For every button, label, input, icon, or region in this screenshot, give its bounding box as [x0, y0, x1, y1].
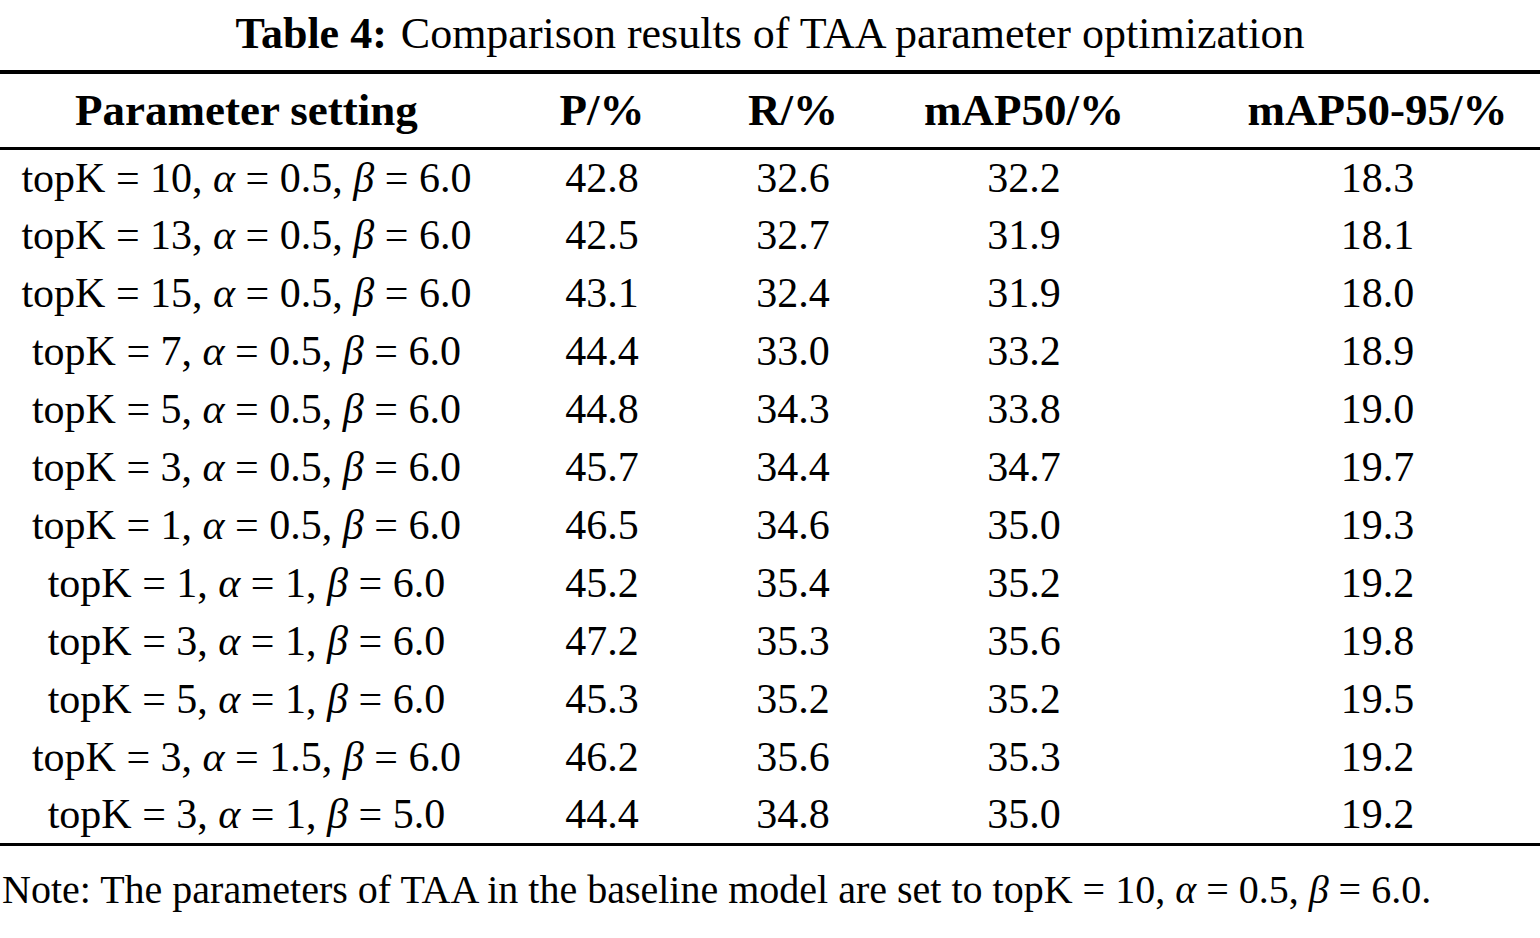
- map50-value-cell: 35.2: [893, 554, 1155, 612]
- p-value-cell: 42.5: [493, 206, 693, 264]
- r-value-cell: 33.0: [693, 322, 893, 380]
- map50-95-value-cell: 18.3: [1155, 148, 1540, 206]
- r-value-cell: 34.4: [693, 438, 893, 496]
- map50-95-value-cell: 19.8: [1155, 612, 1540, 670]
- table-row: topK = 15, α = 0.5, β = 6.0 43.1 32.4 31…: [0, 264, 1540, 322]
- p-value-cell: 44.8: [493, 380, 693, 438]
- table-caption-text: Comparison results of TAA parameter opti…: [401, 9, 1305, 58]
- table-row: topK = 3, α = 1, β = 6.0 47.2 35.3 35.6 …: [0, 612, 1540, 670]
- map50-value-cell: 31.9: [893, 264, 1155, 322]
- map50-95-value-cell: 18.9: [1155, 322, 1540, 380]
- p-value-cell: 45.2: [493, 554, 693, 612]
- table-header-row: Parameter setting P/% R/% mAP50/% mAP50-…: [0, 72, 1540, 148]
- column-header-r: R/%: [693, 72, 893, 148]
- parameter-setting-cell: topK = 3, α = 0.5, β = 6.0: [0, 438, 493, 496]
- map50-95-value-cell: 19.2: [1155, 554, 1540, 612]
- column-header-parameter-setting: Parameter setting: [0, 72, 493, 148]
- table-row: topK = 1, α = 1, β = 6.0 45.2 35.4 35.2 …: [0, 554, 1540, 612]
- table-row: topK = 7, α = 0.5, β = 6.0 44.4 33.0 33.…: [0, 322, 1540, 380]
- map50-95-value-cell: 18.1: [1155, 206, 1540, 264]
- table-row: topK = 10, α = 0.5, β = 6.0 42.8 32.6 32…: [0, 148, 1540, 206]
- table-row: topK = 3, α = 1, β = 5.0 44.4 34.8 35.0 …: [0, 786, 1540, 844]
- table-row: topK = 3, α = 1.5, β = 6.0 46.2 35.6 35.…: [0, 728, 1540, 786]
- table-header: Parameter setting P/% R/% mAP50/% mAP50-…: [0, 72, 1540, 148]
- r-value-cell: 32.6: [693, 148, 893, 206]
- map50-value-cell: 35.6: [893, 612, 1155, 670]
- map50-95-value-cell: 19.3: [1155, 496, 1540, 554]
- map50-95-value-cell: 19.2: [1155, 728, 1540, 786]
- r-value-cell: 32.4: [693, 264, 893, 322]
- p-value-cell: 42.8: [493, 148, 693, 206]
- r-value-cell: 34.3: [693, 380, 893, 438]
- table-body: topK = 10, α = 0.5, β = 6.0 42.8 32.6 32…: [0, 148, 1540, 844]
- parameter-setting-cell: topK = 15, α = 0.5, β = 6.0: [0, 264, 493, 322]
- map50-value-cell: 35.0: [893, 496, 1155, 554]
- r-value-cell: 35.6: [693, 728, 893, 786]
- parameter-setting-cell: topK = 1, α = 0.5, β = 6.0: [0, 496, 493, 554]
- table-row: topK = 3, α = 0.5, β = 6.0 45.7 34.4 34.…: [0, 438, 1540, 496]
- parameter-setting-cell: topK = 10, α = 0.5, β = 6.0: [0, 148, 493, 206]
- r-value-cell: 35.3: [693, 612, 893, 670]
- parameter-setting-cell: topK = 3, α = 1, β = 6.0: [0, 612, 493, 670]
- r-value-cell: 35.2: [693, 670, 893, 728]
- r-value-cell: 34.8: [693, 786, 893, 844]
- p-value-cell: 46.2: [493, 728, 693, 786]
- parameter-setting-cell: topK = 5, α = 0.5, β = 6.0: [0, 380, 493, 438]
- column-header-map50-95: mAP50-95/%: [1155, 72, 1540, 148]
- p-value-cell: 46.5: [493, 496, 693, 554]
- map50-95-value-cell: 19.5: [1155, 670, 1540, 728]
- r-value-cell: 32.7: [693, 206, 893, 264]
- map50-95-value-cell: 19.7: [1155, 438, 1540, 496]
- parameter-setting-cell: topK = 3, α = 1.5, β = 6.0: [0, 728, 493, 786]
- parameter-setting-cell: topK = 1, α = 1, β = 6.0: [0, 554, 493, 612]
- table-row: topK = 5, α = 0.5, β = 6.0 44.8 34.3 33.…: [0, 380, 1540, 438]
- column-header-map50: mAP50/%: [893, 72, 1155, 148]
- map50-value-cell: 34.7: [893, 438, 1155, 496]
- map50-value-cell: 35.2: [893, 670, 1155, 728]
- table-row: topK = 13, α = 0.5, β = 6.0 42.5 32.7 31…: [0, 206, 1540, 264]
- p-value-cell: 45.7: [493, 438, 693, 496]
- r-value-cell: 35.4: [693, 554, 893, 612]
- p-value-cell: 47.2: [493, 612, 693, 670]
- parameter-setting-cell: topK = 5, α = 1, β = 6.0: [0, 670, 493, 728]
- p-value-cell: 44.4: [493, 322, 693, 380]
- table-note: Note: The parameters of TAA in the basel…: [0, 866, 1540, 913]
- table-caption-label: Table 4:: [236, 9, 387, 58]
- map50-95-value-cell: 18.0: [1155, 264, 1540, 322]
- parameter-setting-cell: topK = 13, α = 0.5, β = 6.0: [0, 206, 493, 264]
- p-value-cell: 43.1: [493, 264, 693, 322]
- table-caption: Table 4: Comparison results of TAA parame…: [0, 0, 1540, 70]
- parameter-setting-cell: topK = 7, α = 0.5, β = 6.0: [0, 322, 493, 380]
- table-row: topK = 5, α = 1, β = 6.0 45.3 35.2 35.2 …: [0, 670, 1540, 728]
- results-table: Parameter setting P/% R/% mAP50/% mAP50-…: [0, 70, 1540, 846]
- map50-value-cell: 33.8: [893, 380, 1155, 438]
- r-value-cell: 34.6: [693, 496, 893, 554]
- map50-value-cell: 31.9: [893, 206, 1155, 264]
- p-value-cell: 44.4: [493, 786, 693, 844]
- paper-page: Table 4: Comparison results of TAA parame…: [0, 0, 1540, 938]
- table-row: topK = 1, α = 0.5, β = 6.0 46.5 34.6 35.…: [0, 496, 1540, 554]
- map50-value-cell: 32.2: [893, 148, 1155, 206]
- map50-value-cell: 33.2: [893, 322, 1155, 380]
- parameter-setting-cell: topK = 3, α = 1, β = 5.0: [0, 786, 493, 844]
- column-header-p: P/%: [493, 72, 693, 148]
- map50-value-cell: 35.0: [893, 786, 1155, 844]
- map50-95-value-cell: 19.0: [1155, 380, 1540, 438]
- map50-95-value-cell: 19.2: [1155, 786, 1540, 844]
- p-value-cell: 45.3: [493, 670, 693, 728]
- map50-value-cell: 35.3: [893, 728, 1155, 786]
